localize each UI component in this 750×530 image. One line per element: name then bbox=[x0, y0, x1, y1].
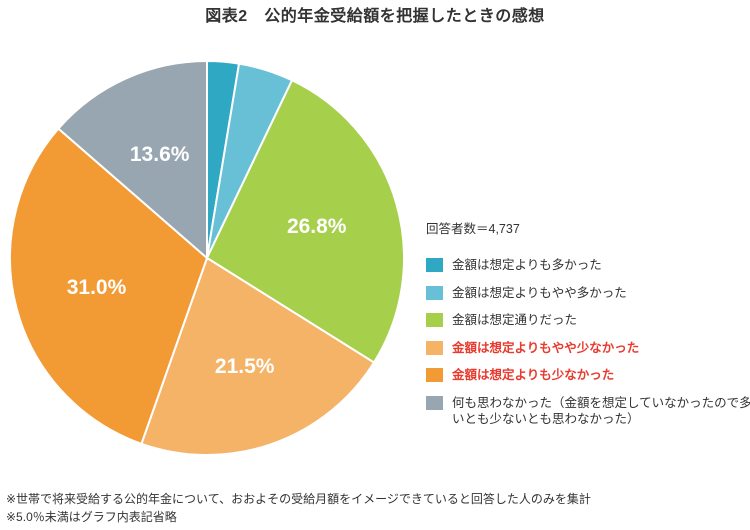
legend-swatch bbox=[426, 258, 443, 272]
slice-label: 26.8% bbox=[287, 215, 347, 238]
footnote: ※世帯で将来受給する公的年金について、おおよその受給月額をイメージできていると回… bbox=[6, 492, 591, 506]
legend-item: 金額は想定通りだった bbox=[426, 312, 750, 328]
respondent-count: 回答者数＝4,737 bbox=[426, 222, 520, 236]
legend-label: 金額は想定通りだった bbox=[452, 313, 578, 327]
footnotes: ※世帯で将来受給する公的年金について、おおよその受給月額をイメージできていると回… bbox=[6, 490, 591, 526]
legend-swatch bbox=[426, 313, 443, 327]
pie-slice bbox=[140, 256, 376, 456]
footnote: ※5.0％未満はグラフ内表記省略 bbox=[6, 510, 177, 524]
legend-label: 金額は想定よりも多かった bbox=[452, 258, 602, 272]
pie-slice bbox=[205, 78, 405, 364]
slice-label: 31.0% bbox=[67, 276, 127, 299]
legend-swatch bbox=[426, 285, 443, 300]
slice-label: 13.6% bbox=[130, 143, 190, 166]
legend-item: 金額は想定よりもやや多かった bbox=[426, 285, 750, 301]
legend-item: 金額は想定よりも少なかった bbox=[426, 367, 750, 383]
legend-item: 何も思わなかった（金額を想定していなかったので多いとも少ないとも思わなかった） bbox=[426, 395, 750, 427]
legend-swatch bbox=[426, 368, 443, 382]
legend-label: 金額は想定よりもやや少なかった bbox=[452, 340, 640, 355]
pie-chart: 26.8% 21.5% 31.0% 13.6% bbox=[9, 59, 405, 456]
slice-label: 21.5% bbox=[215, 355, 275, 378]
legend-swatch bbox=[426, 395, 443, 410]
chart-title: 図表2 公的年金受給額を把握したときの感想 bbox=[205, 8, 545, 25]
legend-label: 何も思わなかった（金額を想定していなかったので多いとも少ないとも思わなかった） bbox=[452, 395, 750, 426]
legend-swatch bbox=[426, 340, 443, 355]
pie-slice bbox=[9, 127, 209, 446]
legend-label: 金額は想定よりも少なかった bbox=[452, 368, 615, 382]
pie-slice bbox=[57, 59, 208, 261]
legend: 回答者数＝4,737 金額は想定よりも多かった金額は想定よりもやや多かった 金額は… bbox=[426, 218, 750, 438]
legend-label: 金額は想定よりもやや多かった bbox=[452, 285, 627, 300]
legend-item: 金額は想定よりもやや少なかった bbox=[426, 340, 750, 356]
legend-item: 金額は想定よりも多かった bbox=[426, 257, 750, 273]
